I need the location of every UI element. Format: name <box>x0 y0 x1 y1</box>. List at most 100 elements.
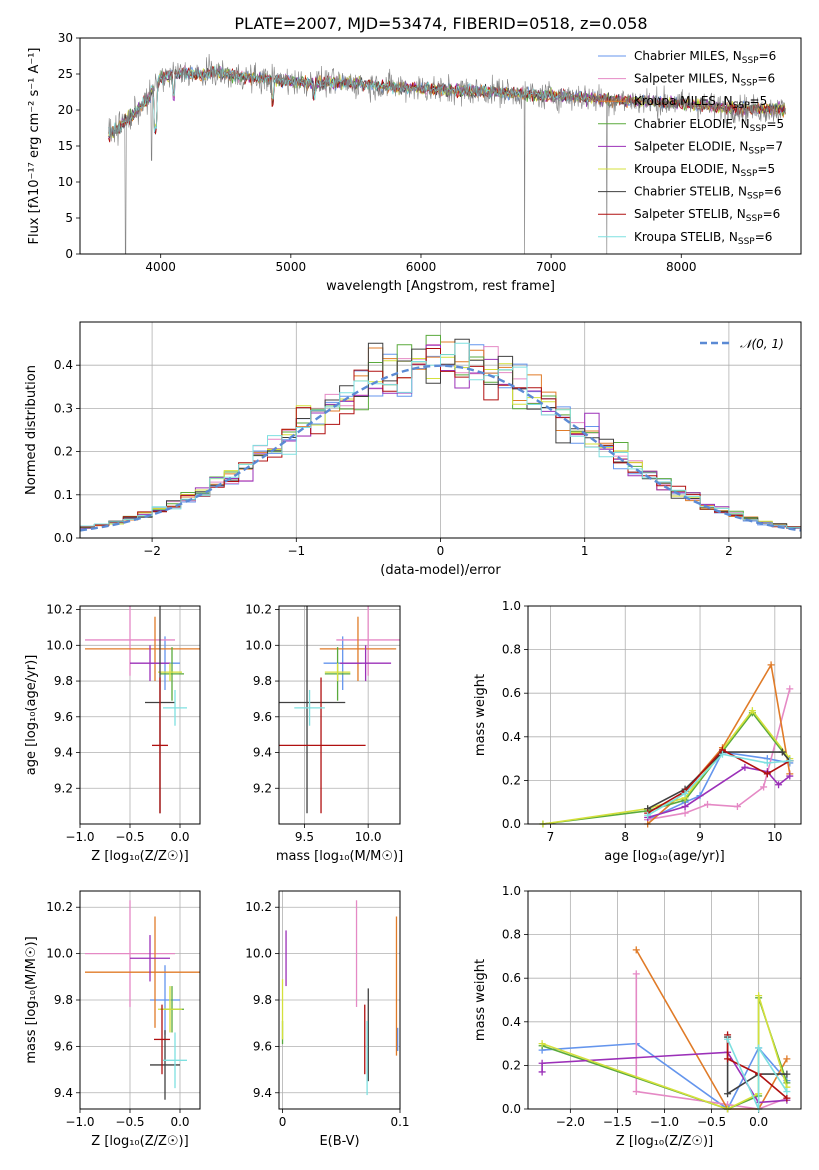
residual-histogram-panel: −2 −1 0 1 2 0.0 0.1 0.2 0.3 0.4 (data-model)/error… <box>24 321 802 578</box>
y-tick-label: 10.2 <box>245 603 272 617</box>
legend-entry: Kroupa MILES, NSSP=5 <box>634 94 767 111</box>
y-tick-label: 0.4 <box>54 358 73 372</box>
x-axis-label: Z [log₁₀(Z/Z☉)] <box>91 849 188 864</box>
y-tick-label: 10.0 <box>245 638 272 652</box>
legend-entry-count: =5 <box>750 94 768 108</box>
legend-entry: Kroupa STELIB, NSSP=6 <box>634 230 772 247</box>
x-tick-label: −1.0 <box>65 830 94 844</box>
legend-entry-subscript: SSP <box>748 146 765 156</box>
mass-weight-marker <box>763 759 771 767</box>
mass-weight-marker <box>783 1088 791 1096</box>
y-axis-label: age [log₁₀(age/yr)] <box>24 655 39 776</box>
legend-entry-name: Salpeter ELODIE, N <box>634 139 748 153</box>
mass-weight-marker <box>763 770 771 778</box>
legend-entry: Kroupa ELODIE, NSSP=5 <box>634 162 775 179</box>
mass-weight-marker <box>681 789 689 797</box>
y-tick-label: 9.8 <box>54 993 73 1007</box>
mass-weight-marker <box>538 1059 546 1067</box>
x-axis-label: wavelength [Angstrom, rest frame] <box>326 279 555 294</box>
residual-histogram-step <box>80 338 801 529</box>
y-axis-label: Normed distribution <box>24 365 39 495</box>
mass-weight-line <box>647 766 791 819</box>
y-tick-label: 9.2 <box>54 781 73 795</box>
x-tick-label: 6000 <box>406 260 437 274</box>
mass-weight-marker <box>786 685 794 693</box>
mass-weight-marker <box>767 661 775 669</box>
x-tick-label: 7000 <box>536 260 567 274</box>
mass-weight-marker <box>538 1040 546 1048</box>
mass-weight-marker <box>783 1094 791 1102</box>
y-tick-label: 0.4 <box>502 730 521 744</box>
axes-frame <box>527 890 802 1110</box>
axes-frame <box>527 605 802 825</box>
y-tick-label: 9.8 <box>253 674 272 688</box>
x-tick-label: −0.5 <box>115 1115 144 1129</box>
y-tick-label: 10.2 <box>46 900 73 914</box>
x-axis-label: Z [log₁₀(Z/Z☉)] <box>616 1134 713 1149</box>
legend-entry-name: Chabrier ELODIE, N <box>634 117 750 131</box>
y-axis-label: mass [log₁₀(M/M☉)] <box>24 936 39 1063</box>
y-tick-label: 10.0 <box>46 947 73 961</box>
x-tick-label: −0.5 <box>115 830 144 844</box>
y-tick-label: 10.0 <box>245 947 272 961</box>
figure-title: PLATE=2007, MJD=53474, FIBERID=0518, z=0… <box>234 14 647 33</box>
y-tick-label: 9.2 <box>253 781 272 795</box>
mass-weight-marker <box>786 757 794 765</box>
y-tick-label: 10 <box>58 175 73 189</box>
x-tick-label: 0 <box>437 544 445 558</box>
legend-entry-subscript: SSP <box>738 237 755 247</box>
normal-reference-curve <box>79 364 802 532</box>
y-axis-label: mass weight <box>473 959 488 1041</box>
y-tick-label: 10.2 <box>46 603 73 617</box>
legend-entry-name: Kroupa MILES, N <box>634 94 733 108</box>
y-tick-label: 0.3 <box>54 401 73 415</box>
y-tick-label: 0.6 <box>502 686 521 700</box>
x-tick-label: 0.1 <box>390 1115 409 1129</box>
mass-vs-extinction-panel: 0 0.1 9.4 9.6 9.8 10.0 10.2 E(B-V) <box>245 890 410 1149</box>
legend-entry-subscript: SSP <box>741 169 758 179</box>
x-tick-label: −2 <box>143 544 161 558</box>
x-axis-label: Z [log₁₀(Z/Z☉)] <box>91 1134 188 1149</box>
mass-weight-marker <box>748 707 756 715</box>
legend-entry-count: =6 <box>759 49 777 63</box>
y-tick-label: 9.4 <box>253 1086 272 1100</box>
weight-vs-metallicity-panel: −2.0 −1.5 −1.0 −0.5 0.0 0.0 0.2 0.4 0.6 0.8 1.0 Z [… <box>473 884 802 1149</box>
legend-entry-subscript: SSP <box>733 101 750 111</box>
axes-frame <box>278 605 401 825</box>
mass-weight-marker <box>681 809 689 817</box>
mass-weight-marker <box>632 946 640 954</box>
x-axis-label: age [log₁₀(age/yr)] <box>604 849 725 864</box>
legend-entry-count: =6 <box>755 230 773 244</box>
axes-frame <box>79 605 201 825</box>
mass-weight-marker <box>755 1044 763 1052</box>
mass-weight-marker <box>755 992 763 1000</box>
x-tick-label: 0.0 <box>749 1115 768 1129</box>
legend-entry: 𝒩(0, 1) <box>740 337 784 351</box>
mass-weight-marker <box>718 750 726 758</box>
x-tick-label: 9.5 <box>295 830 314 844</box>
x-tick-label: −1 <box>287 544 305 558</box>
mass-vs-metallicity-panel: −1.0 −0.5 0.0 9.4 9.6 9.8 10.0 10.2 Z [log₁₀(Z/Z… <box>24 890 201 1149</box>
mass-weight-marker <box>724 1090 732 1098</box>
y-tick-label: 0.1 <box>54 488 73 502</box>
x-tick-label: 9 <box>696 830 704 844</box>
x-tick-label: 10 <box>767 830 782 844</box>
mass-weight-marker <box>733 803 741 811</box>
legend-entry: Chabrier ELODIE, NSSP=5 <box>634 117 784 134</box>
axes-frame <box>79 37 802 255</box>
x-tick-label: 8 <box>621 830 629 844</box>
y-tick-label: 10.2 <box>245 900 272 914</box>
x-tick-label: −1.0 <box>650 1115 679 1129</box>
y-tick-label: 10.0 <box>46 638 73 652</box>
spectrum-panel: 4000 5000 6000 7000 8000 0 5 10 15 20 25 30 waveleng… <box>27 31 802 294</box>
y-tick-label: 30 <box>58 31 73 45</box>
x-axis-label: E(B-V) <box>319 1134 359 1149</box>
legend-entry-count: =7 <box>765 139 783 153</box>
mass-weight-marker <box>632 970 640 978</box>
x-tick-label: −0.5 <box>697 1115 726 1129</box>
y-tick-label: 9.8 <box>253 993 272 1007</box>
mass-weight-marker <box>741 763 749 771</box>
y-tick-label: 9.4 <box>54 1086 73 1100</box>
y-tick-label: 0.8 <box>502 928 521 942</box>
